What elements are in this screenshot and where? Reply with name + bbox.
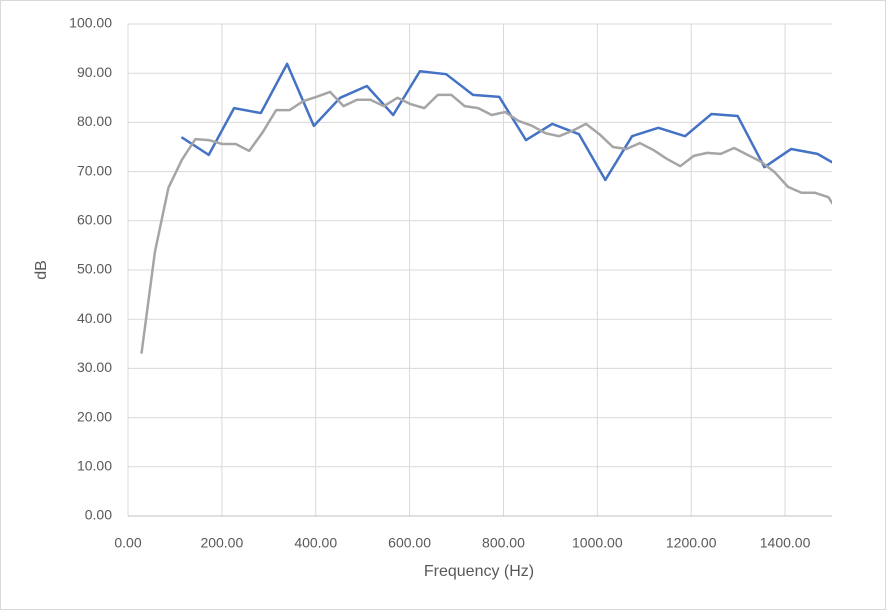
y-tick-label: 80.00 — [77, 113, 112, 129]
y-tick-label: 20.00 — [77, 408, 112, 424]
series-line — [140, 90, 832, 354]
x-axis-title: Frequency (Hz) — [424, 563, 534, 580]
y-axis-title: dB — [33, 260, 50, 280]
y-tick-label: 40.00 — [77, 310, 112, 326]
y-tick-label: 100.00 — [69, 15, 112, 31]
y-tick-label: 50.00 — [77, 261, 112, 277]
y-tick-label: 60.00 — [77, 212, 112, 228]
y-tick-label: 0.00 — [85, 507, 112, 523]
x-tick-label: 800.00 — [482, 535, 525, 551]
y-tick-label: 30.00 — [77, 359, 112, 375]
x-tick-label: 1200.00 — [666, 535, 717, 551]
x-tick-label: 200.00 — [200, 535, 243, 551]
x-tick-label: 1000.00 — [572, 535, 623, 551]
y-tick-label: 70.00 — [77, 162, 112, 178]
y-tick-label: 90.00 — [77, 64, 112, 80]
x-tick-label: 600.00 — [388, 535, 431, 551]
x-tick-label: 0.00 — [114, 535, 141, 551]
y-tick-label: 10.00 — [77, 458, 112, 474]
x-tick-label: 400.00 — [294, 535, 337, 551]
x-tick-label: 1400.00 — [760, 535, 811, 551]
plot-area — [140, 62, 832, 354]
